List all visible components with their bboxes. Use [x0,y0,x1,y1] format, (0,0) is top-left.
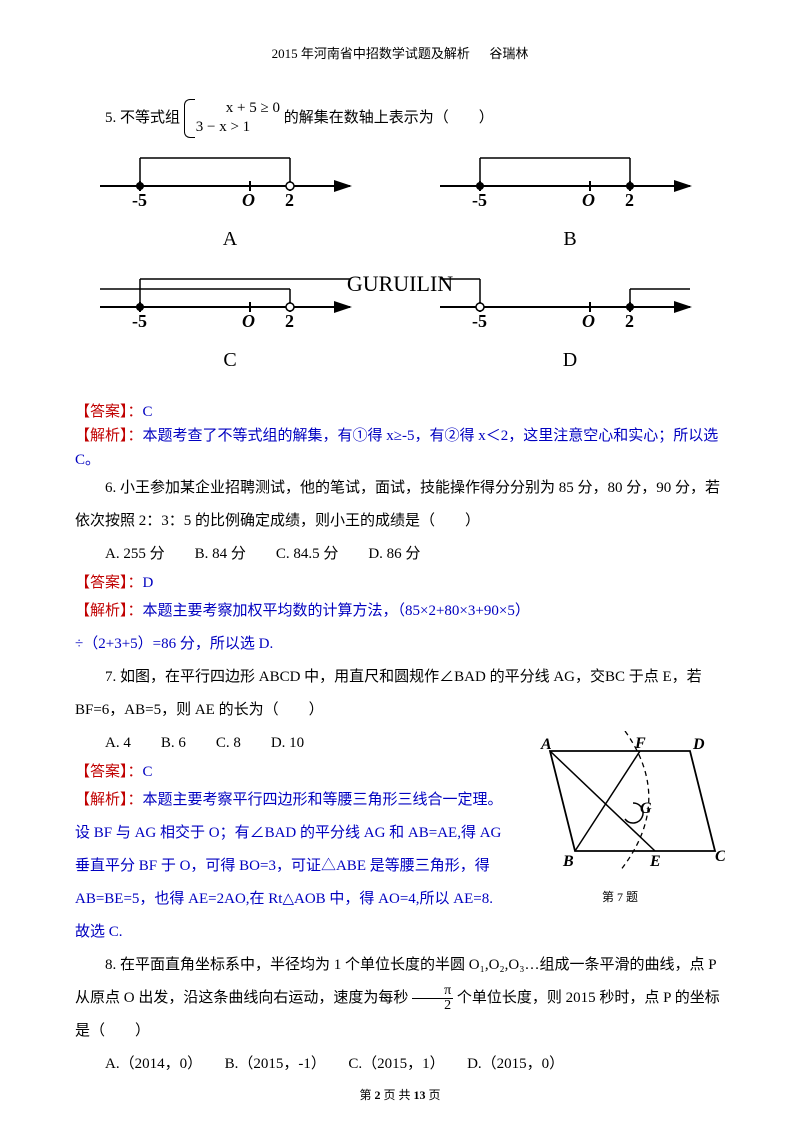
frac-bot: 2 [412,999,453,1013]
q8-options: A.（2014，0） B.（2015，-1） C.（2015，1） D.（201… [75,1048,725,1081]
answer-label: 【答案】： [75,575,143,591]
q7-caption: 第 7 题 [515,884,725,910]
tick-2: 2 [625,311,634,329]
number-line-grid: GURUILIN -5 O 2 A [75,148,725,382]
pt-a: A [540,736,552,753]
q5-analysis: 本题考查了不等式组的解集，有①得 x≥-5，有②得 x＜2，这里注意空心和实心；… [75,428,718,468]
q6-analysis-line: 【解析】：本题主要考察加权平均数的计算方法，（85×2+80×3+90×5） [75,595,725,628]
label-d: D [415,338,725,382]
q5-analysis-line: 【解析】：本题考查了不等式组的解集，有①得 x≥-5，有②得 x＜2，这里注意空… [75,424,725,472]
q7-analysis: 本题主要考察平行四边形和等腰三角形三线合一定理。设 BF 与 AG 相交于 O；… [75,792,503,940]
tick-m5: -5 [132,190,147,208]
nl-d-svg: -5 O 2 [430,269,710,329]
q7-figure: A F D G B E C 第 7 题 [515,731,725,910]
tick-2: 2 [285,311,294,329]
number-line-d: -5 O 2 D [415,269,725,382]
question-5: 5. 不等式组 x + 5 ≥ 0 3 − x > 1 的解集在数轴上表示为（ … [75,99,725,472]
question-8: 8. 在平面直角坐标系中，半径均为 1 个单位长度的半圆 O₁,O₂,O₃…组成… [75,949,725,1081]
analysis-label: 【解析】： [75,428,143,444]
footer-mid: 页 共 [380,1088,413,1102]
question-6: 6. 小王参加某企业招聘测试，他的笔试，面试，技能操作得分分别为 85 分，80… [75,472,725,661]
q6-options: A. 255 分 B. 84 分 C. 84.5 分 D. 86 分 [75,538,725,571]
nl-b-svg: -5 O 2 [430,148,710,208]
q7-svg: A F D G B E C [515,731,725,871]
q5-answer: C [143,404,153,420]
frac-top: π [412,984,453,999]
question-7: 7. 如图，在平行四边形 ABCD 中，用直尺和圆规作∠BAD 的平分线 AG，… [75,661,725,949]
label-c: C [75,338,385,382]
tick-o: O [582,311,595,329]
q5-ineq2: 3 − x > 1 [196,119,250,135]
tick-o: O [242,311,255,329]
q5-answer-line: 【答案】：C [75,400,725,424]
label-b: B [415,217,725,261]
doc-title: 2015 年河南省中招数学试题及解析 [272,46,470,61]
pt-f: F [634,735,646,752]
number-line-a: -5 O 2 A [75,148,385,261]
pt-d: D [692,736,705,753]
pt-g: G [640,800,652,817]
nl-a-svg: -5 O 2 [90,148,370,208]
number-line-c: -5 O 2 C [75,269,385,382]
q8-stem: 8. 在平面直角坐标系中，半径均为 1 个单位长度的半圆 O₁,O₂,O₃…组成… [75,949,725,1048]
answer-label: 【答案】： [75,404,143,420]
q7-stem: 7. 如图，在平行四边形 ABCD 中，用直尺和圆规作∠BAD 的平分线 AG，… [75,661,725,727]
nl-c-svg: -5 O 2 [90,269,370,329]
label-a: A [75,217,385,261]
page-header: 2015 年河南省中招数学试题及解析 谷瑞林 [75,40,725,69]
q6-analysis2: ÷（2+3+5）=86 分，所以选 D. [75,628,725,661]
q5-ineq1: x + 5 ≥ 0 [226,100,280,116]
q5-stem: 5. 不等式组 x + 5 ≥ 0 3 − x > 1 的解集在数轴上表示为（ … [75,99,725,138]
footer-before: 第 [359,1088,374,1102]
q7-answer: C [143,764,153,780]
pt-e: E [649,853,661,870]
fraction-icon: π 2 [412,984,453,1013]
doc-author: 谷瑞林 [489,46,528,61]
tick-o: O [582,190,595,208]
tick-m5: -5 [472,311,487,329]
number-line-b: -5 O 2 B [415,148,725,261]
answer-label: 【答案】： [75,764,143,780]
tick-2: 2 [285,190,294,208]
footer-after: 页 [426,1088,441,1102]
tick-m5: -5 [472,190,487,208]
analysis-label: 【解析】： [75,603,143,619]
q5-suffix: 的解集在数轴上表示为（ ） [284,110,494,126]
tick-m5: -5 [132,311,147,329]
q6-analysis1: 本题主要考察加权平均数的计算方法，（85×2+80×3+90×5） [143,603,530,619]
tick-2: 2 [625,190,634,208]
page-footer: 第 2 页 共 13 页 [0,1082,800,1108]
q6-answer-line: 【答案】：D [75,571,725,595]
pt-c: C [715,848,725,865]
footer-total: 13 [414,1088,426,1102]
q6-stem: 6. 小王参加某企业招聘测试，他的笔试，面试，技能操作得分分别为 85 分，80… [75,472,725,538]
tick-o: O [242,190,255,208]
analysis-label: 【解析】： [75,792,143,808]
brace-icon: x + 5 ≥ 0 3 − x > 1 [184,99,280,138]
pt-b: B [562,853,574,870]
q5-prefix: 5. 不等式组 [105,110,180,126]
q6-answer: D [143,575,154,591]
